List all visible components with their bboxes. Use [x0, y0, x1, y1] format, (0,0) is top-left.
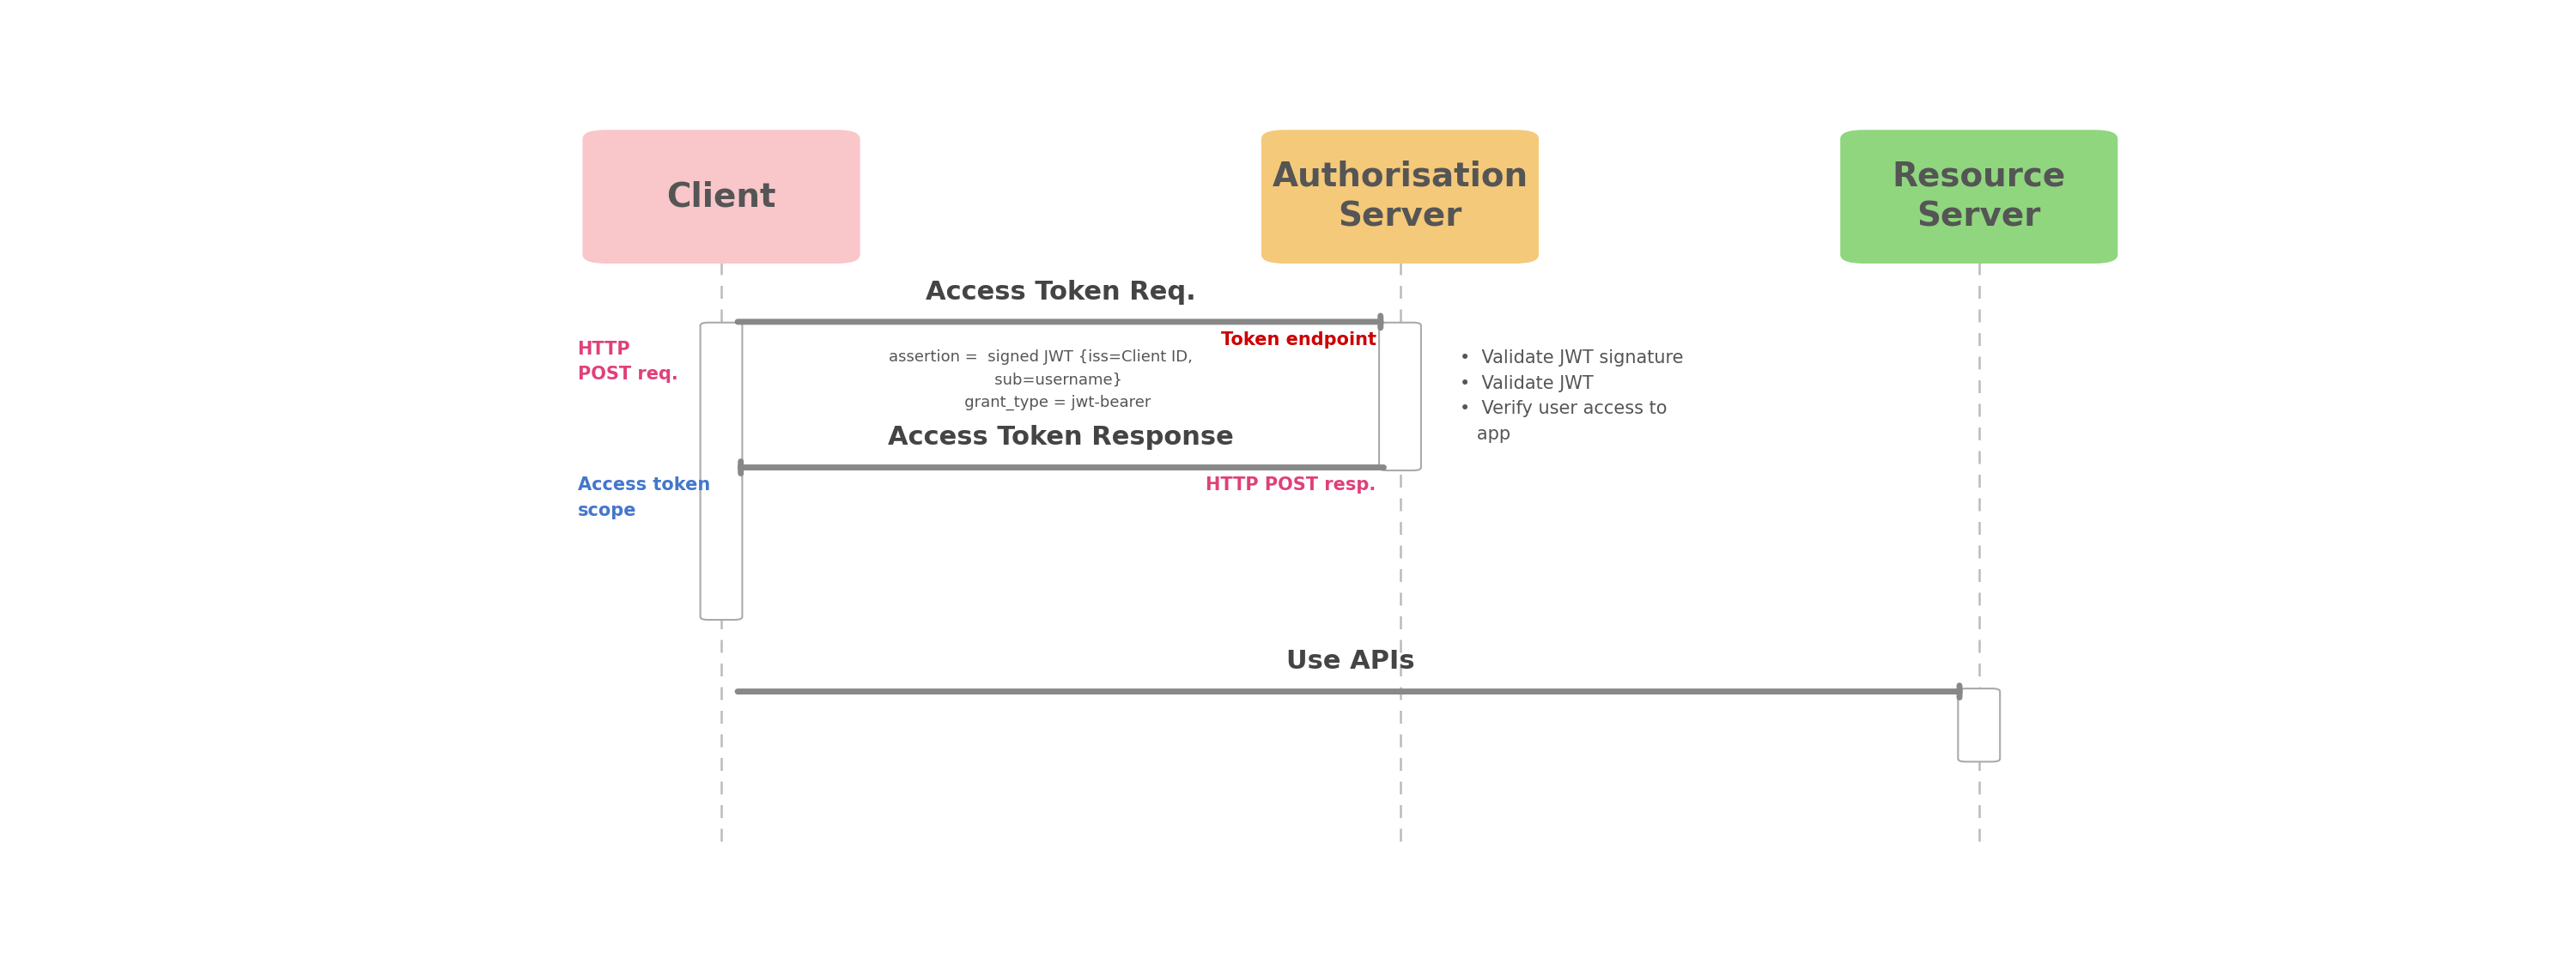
Text: HTTP POST resp.: HTTP POST resp.	[1206, 476, 1376, 494]
FancyBboxPatch shape	[701, 323, 742, 620]
Text: Access Token Req.: Access Token Req.	[925, 279, 1195, 305]
Text: Use APIs: Use APIs	[1285, 649, 1414, 674]
Text: •  Validate JWT signature
•  Validate JWT
•  Verify user access to
   app: • Validate JWT signature • Validate JWT …	[1461, 349, 1685, 443]
Text: Resource
Server: Resource Server	[1893, 160, 2066, 233]
FancyBboxPatch shape	[1839, 130, 2117, 264]
Text: Access token
scope: Access token scope	[577, 476, 711, 519]
Text: Authorisation
Server: Authorisation Server	[1273, 160, 1528, 233]
Text: HTTP
POST req.: HTTP POST req.	[577, 340, 677, 383]
FancyBboxPatch shape	[1262, 130, 1538, 264]
Text: Client: Client	[667, 180, 775, 213]
FancyBboxPatch shape	[1958, 689, 1999, 761]
Text: Token endpoint: Token endpoint	[1221, 332, 1376, 348]
Text: Access Token Response: Access Token Response	[889, 425, 1234, 450]
FancyBboxPatch shape	[582, 130, 860, 264]
Text: assertion =  signed JWT {iss=Client ID,
       sub=username}
       grant_type =: assertion = signed JWT {iss=Client ID, s…	[889, 349, 1193, 410]
FancyBboxPatch shape	[1378, 323, 1422, 470]
